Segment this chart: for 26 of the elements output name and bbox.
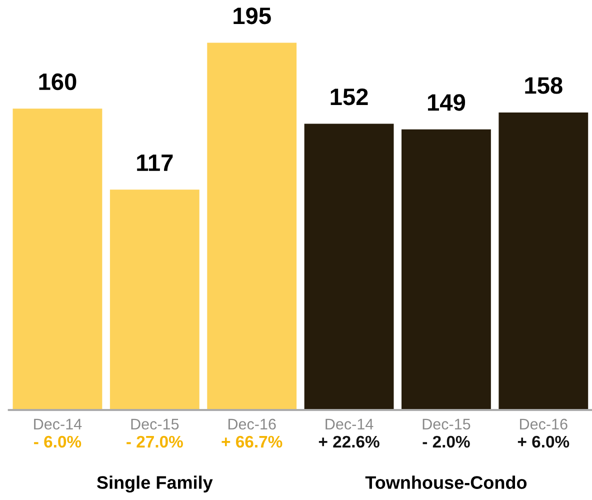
data-label: 149 (428, 94, 466, 111)
text: - 6.0% (34, 436, 82, 448)
x-tick-label: Dec-16 (520, 418, 568, 430)
data-label: 158 (525, 77, 562, 94)
bar (110, 190, 200, 410)
x-tick-label: Dec-14 (34, 418, 82, 430)
x-tick-label: Dec-15 (422, 418, 470, 430)
text: + 22.6% (318, 436, 380, 448)
x-tick-label: Dec-16 (228, 418, 276, 430)
data-label: 195 (234, 7, 271, 24)
data-label: 160 (39, 73, 76, 90)
bar (498, 112, 588, 410)
text: - 2.0% (422, 436, 470, 448)
text: + 66.7% (222, 436, 282, 448)
bar (207, 42, 297, 410)
text: Single Family (96, 476, 213, 493)
x-tick-label: Dec-15 (131, 418, 179, 430)
x-tick-label: Dec-14 (326, 418, 374, 430)
data-label: 117 (137, 154, 173, 171)
text: Townhouse-Condo (365, 476, 527, 489)
bar (12, 108, 102, 410)
text: + 6.0% (518, 436, 570, 448)
data-label: 152 (330, 88, 368, 106)
bar (402, 129, 491, 410)
text: - 27.0% (126, 436, 183, 448)
bar (304, 124, 394, 410)
